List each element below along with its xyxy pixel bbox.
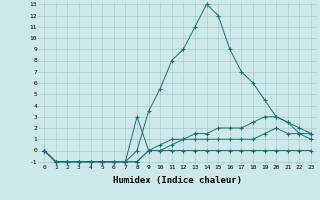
X-axis label: Humidex (Indice chaleur): Humidex (Indice chaleur) [113, 176, 242, 185]
